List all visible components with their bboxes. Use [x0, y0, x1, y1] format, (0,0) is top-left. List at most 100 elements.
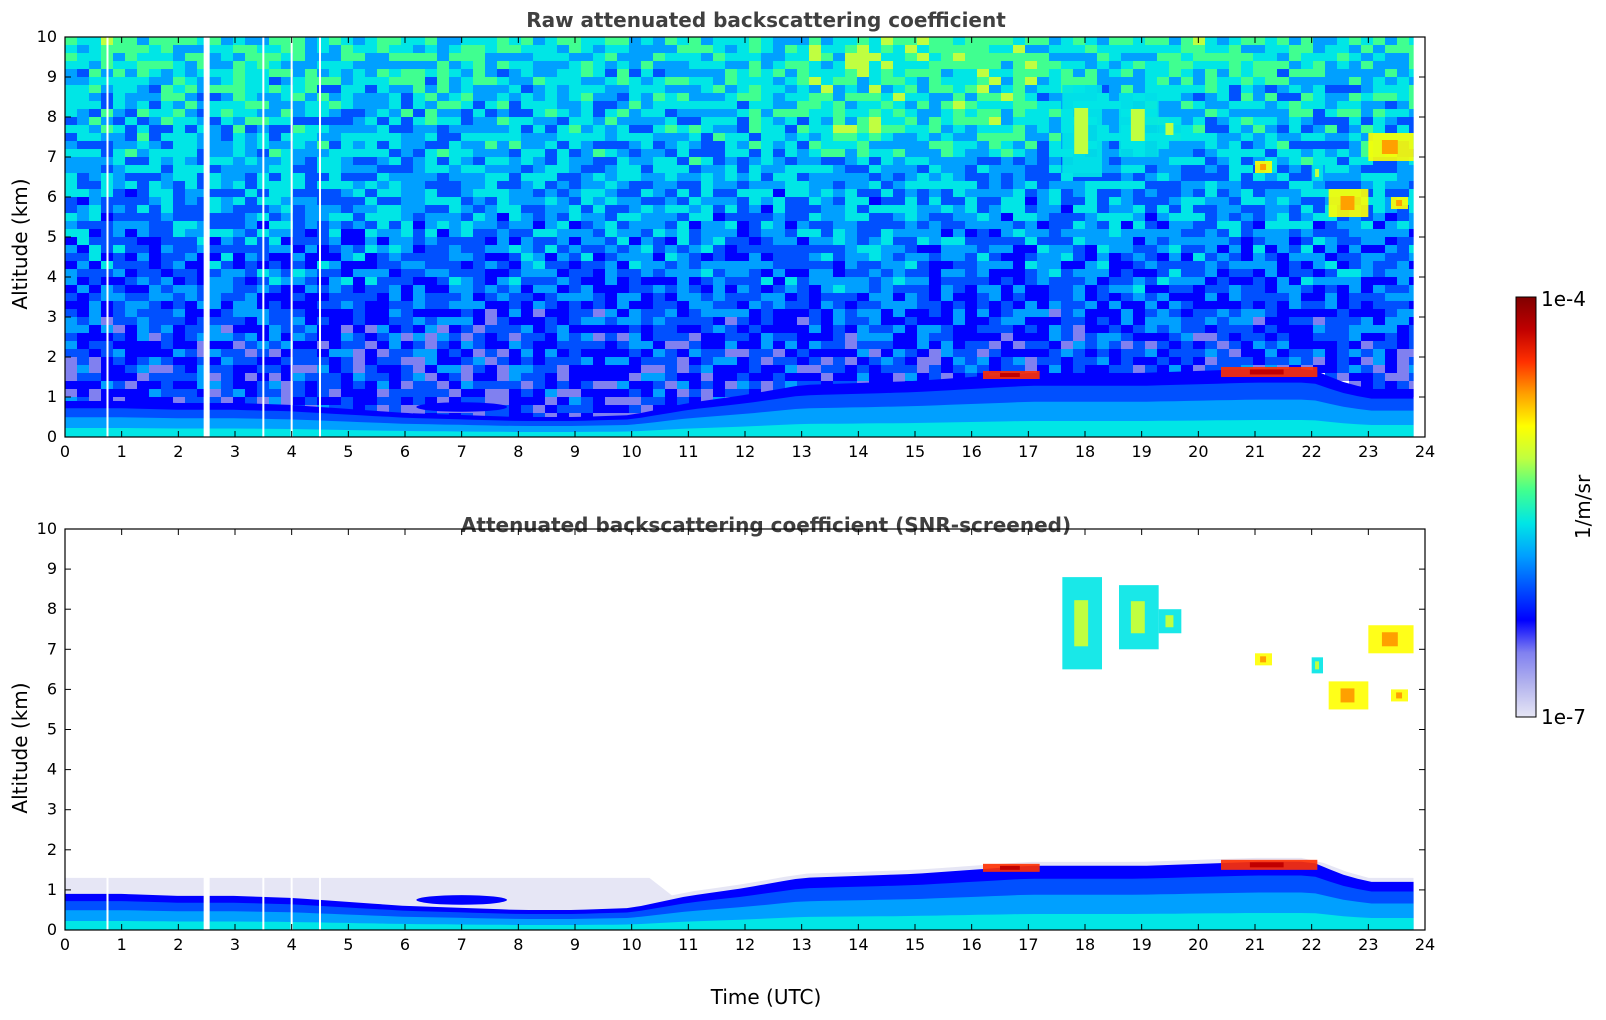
noise-cell: [1325, 341, 1337, 349]
noise-cell: [701, 69, 713, 77]
noise-cell: [125, 341, 137, 349]
noise-cell: [629, 85, 641, 93]
noise-cell: [485, 205, 497, 213]
noise-cell: [413, 317, 425, 325]
noise-cell: [521, 341, 533, 349]
noise-cell: [533, 181, 545, 189]
noise-cell: [293, 61, 305, 69]
noise-cell: [77, 317, 89, 325]
noise-cell: [233, 141, 245, 149]
noise-cell: [581, 189, 593, 197]
noise-cell: [653, 69, 665, 77]
noise-cell: [677, 37, 689, 45]
noise-cell: [701, 373, 713, 381]
noise-cell: [569, 253, 581, 261]
noise-cell: [473, 109, 485, 117]
noise-cell: [401, 373, 413, 381]
noise-cell: [557, 149, 569, 157]
noise-cell: [1325, 149, 1337, 157]
noise-cell: [449, 237, 461, 245]
noise-cell: [1217, 261, 1229, 269]
noise-cell: [977, 293, 989, 301]
noise-cell: [965, 261, 977, 269]
noise-cell: [113, 117, 125, 125]
noise-cell: [1289, 269, 1301, 277]
noise-cell: [125, 397, 137, 405]
noise-cell: [353, 197, 365, 205]
noise-cell: [689, 261, 701, 269]
noise-cell: [869, 213, 881, 221]
noise-cell: [545, 341, 557, 349]
noise-cell: [1193, 141, 1205, 149]
noise-cell: [905, 133, 917, 141]
noise-cell: [605, 205, 617, 213]
noise-cell: [245, 317, 257, 325]
noise-cell: [173, 157, 185, 165]
noise-cell: [89, 165, 101, 173]
noise-cell: [293, 205, 305, 213]
noise-cell: [329, 101, 341, 109]
noise-cell: [149, 365, 161, 373]
noise-cell: [833, 53, 845, 61]
noise-cell: [557, 85, 569, 93]
noise-cell: [497, 197, 509, 205]
noise-cell: [1301, 125, 1313, 133]
noise-cell: [317, 365, 329, 373]
noise-cell: [917, 261, 929, 269]
noise-cell: [1121, 357, 1133, 365]
noise-cell: [173, 109, 185, 117]
noise-cell: [641, 245, 653, 253]
noise-cell: [1313, 37, 1325, 45]
noise-cell: [521, 301, 533, 309]
noise-cell: [713, 229, 725, 237]
noise-cell: [389, 173, 401, 181]
noise-cell: [593, 157, 605, 165]
noise-cell: [1049, 309, 1061, 317]
noise-cell: [113, 301, 125, 309]
noise-cell: [1313, 269, 1325, 277]
noise-cell: [449, 269, 461, 277]
noise-cell: [737, 141, 749, 149]
noise-cell: [833, 277, 845, 285]
noise-cell: [161, 141, 173, 149]
noise-cell: [113, 389, 125, 397]
noise-cell: [461, 317, 473, 325]
noise-cell: [509, 205, 521, 213]
noise-cell: [533, 85, 545, 93]
noise-cell: [1313, 357, 1325, 365]
noise-cell: [269, 101, 281, 109]
noise-cell: [281, 117, 293, 125]
noise-cell: [857, 301, 869, 309]
noise-cell: [89, 365, 101, 373]
noise-cell: [1325, 77, 1337, 85]
noise-cell: [1241, 37, 1253, 45]
noise-cell: [833, 181, 845, 189]
noise-cell: [197, 53, 209, 61]
noise-cell: [509, 221, 521, 229]
noise-cell: [1061, 205, 1073, 213]
noise-cell: [413, 245, 425, 253]
noise-cell: [605, 109, 617, 117]
noise-cell: [221, 261, 233, 269]
noise-cell: [509, 149, 521, 157]
noise-cell: [77, 341, 89, 349]
noise-cell: [557, 381, 569, 389]
noise-cell: [437, 93, 449, 101]
noise-cell: [953, 149, 965, 157]
noise-cell: [1397, 61, 1409, 69]
noise-cell: [1001, 189, 1013, 197]
noise-cell: [401, 277, 413, 285]
noise-cell: [389, 357, 401, 365]
noise-cell: [1373, 285, 1385, 293]
noise-cell: [1109, 117, 1121, 125]
noise-cell: [1037, 229, 1049, 237]
noise-cell: [1169, 349, 1181, 357]
noise-cell: [773, 125, 785, 133]
noise-cell: [1109, 173, 1121, 181]
noise-cell: [1097, 357, 1109, 365]
noise-cell: [233, 301, 245, 309]
noise-cell: [113, 53, 125, 61]
noise-cell: [701, 309, 713, 317]
noise-cell: [473, 253, 485, 261]
noise-cell: [365, 277, 377, 285]
